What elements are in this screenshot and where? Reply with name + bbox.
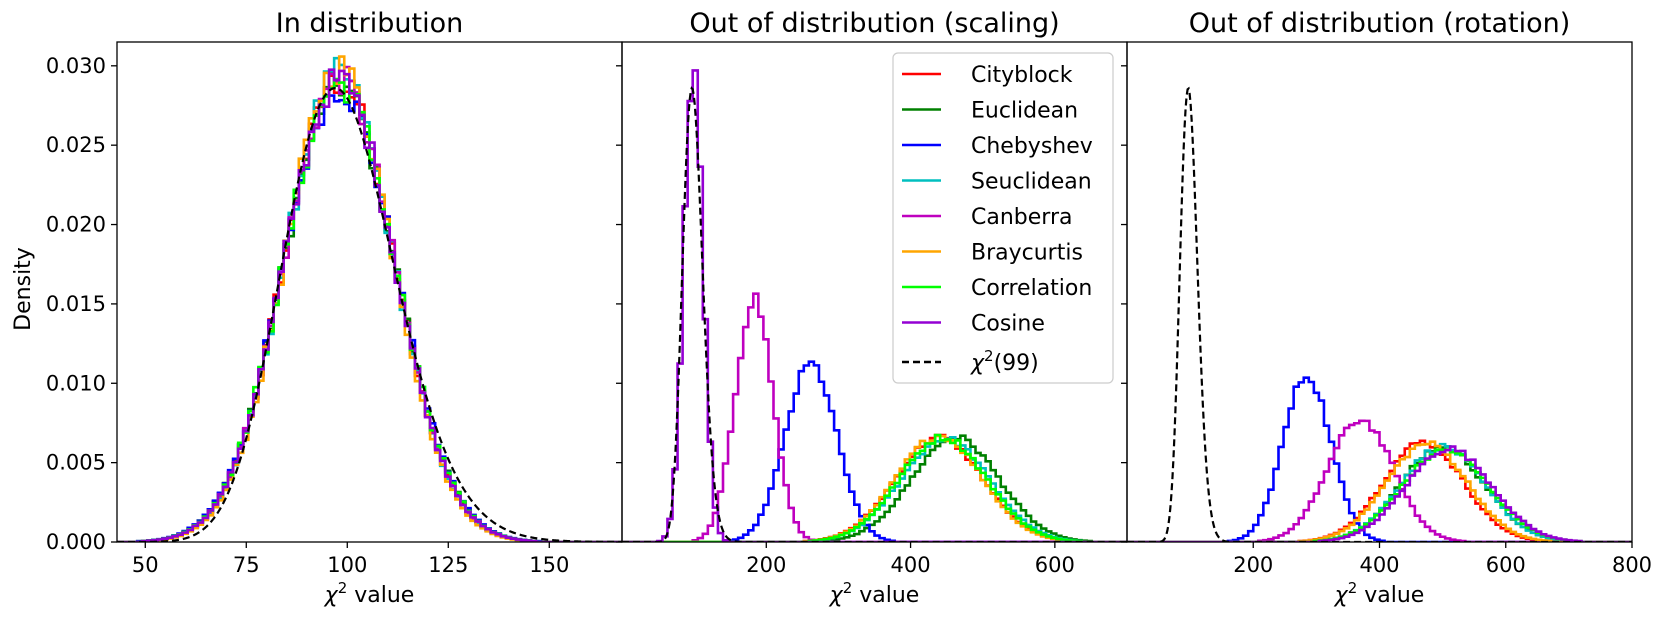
x-tick-label: 50 (132, 553, 159, 577)
x-tick-label: 400 (1359, 553, 1399, 577)
legend-item: Euclidean (902, 99, 1078, 124)
series-chi2-curve (117, 87, 622, 542)
axes-frame (116, 41, 623, 543)
series-chi2-curve (1127, 86, 1632, 542)
x-tick-label: 400 (891, 553, 931, 577)
legend-label: Cityblock (971, 63, 1073, 88)
legend-label: Correlation (971, 276, 1092, 301)
legend-label: Canberra (971, 205, 1072, 230)
panel-1: In distribution 50 75 100 125 150 0.000 0.005 0.… (46, 8, 623, 608)
x-axis-label: χ2 value (829, 579, 920, 608)
series-braycurtis (1127, 440, 1632, 542)
x-tick-label: 125 (428, 553, 468, 577)
panel-2: Out of distribution (scaling) 200 400 600 χ2… (616, 8, 1128, 608)
x-tick-label: 75 (233, 553, 260, 577)
legend-item: Cosine (902, 312, 1045, 337)
plot-area (1127, 86, 1632, 542)
series-cosine (117, 68, 622, 542)
y-axis-label: Density (11, 247, 36, 331)
y-tick-label: 0.005 (46, 451, 106, 475)
legend-item: Seuclidean (902, 170, 1092, 195)
legend-item: χ2(99) (902, 347, 1039, 376)
series-canberra (1127, 419, 1632, 542)
series-seuclidean (1127, 442, 1632, 542)
x-tick-label: 600 (1035, 553, 1075, 577)
legend-label: Euclidean (971, 99, 1078, 124)
legend-label: Chebyshev (971, 134, 1093, 159)
plot-area (117, 55, 622, 542)
y-tick-label: 0.030 (46, 54, 106, 78)
x-tick-label: 600 (1486, 553, 1526, 577)
y-tick-label: 0.025 (46, 133, 106, 157)
y-tick-label: 0.020 (46, 213, 106, 237)
x-axis-label: χ2 value (1334, 579, 1425, 608)
legend-box (892, 52, 1114, 384)
legend: Cityblock Euclidean Chebyshev Seuclidean Can… (892, 52, 1114, 384)
axes-frame (1126, 41, 1633, 543)
x-tick-label: 100 (327, 553, 367, 577)
plot-area (622, 69, 1127, 542)
legend-item: Canberra (902, 205, 1072, 230)
x-tick-label: 800 (1612, 553, 1652, 577)
series-cosine (622, 69, 1127, 542)
legend-item: Braycurtis (902, 241, 1083, 266)
panel-3: Out of distribution (rotation) 200 400 600 8… (1121, 8, 1652, 608)
series-correlation (622, 433, 1127, 542)
series-cosine (1127, 445, 1632, 542)
y-tick-label: 0.010 (46, 371, 106, 395)
legend-item: Correlation (902, 276, 1092, 301)
panel-title: Out of distribution (scaling) (689, 8, 1059, 39)
series-chi2-curve (622, 86, 1127, 542)
y-tick-label: 0.015 (46, 292, 106, 316)
legend-item: Cityblock (902, 63, 1073, 88)
x-axis-label: χ2 value (324, 579, 415, 608)
x-tick-label: 150 (529, 553, 569, 577)
legend-item: Chebyshev (902, 134, 1093, 159)
legend-label: Seuclidean (971, 170, 1092, 195)
panel-title: Out of distribution (rotation) (1189, 8, 1571, 39)
y-tick-label: 0.000 (46, 530, 106, 554)
series-euclidean (622, 434, 1127, 542)
legend-label: Cosine (971, 312, 1045, 337)
panel-title: In distribution (276, 8, 464, 39)
x-tick-label: 200 (746, 553, 786, 577)
series-seuclidean (622, 436, 1127, 542)
legend-label: χ2(99) (970, 347, 1039, 376)
x-tick-label: 200 (1233, 553, 1273, 577)
legend-label: Braycurtis (971, 241, 1083, 266)
